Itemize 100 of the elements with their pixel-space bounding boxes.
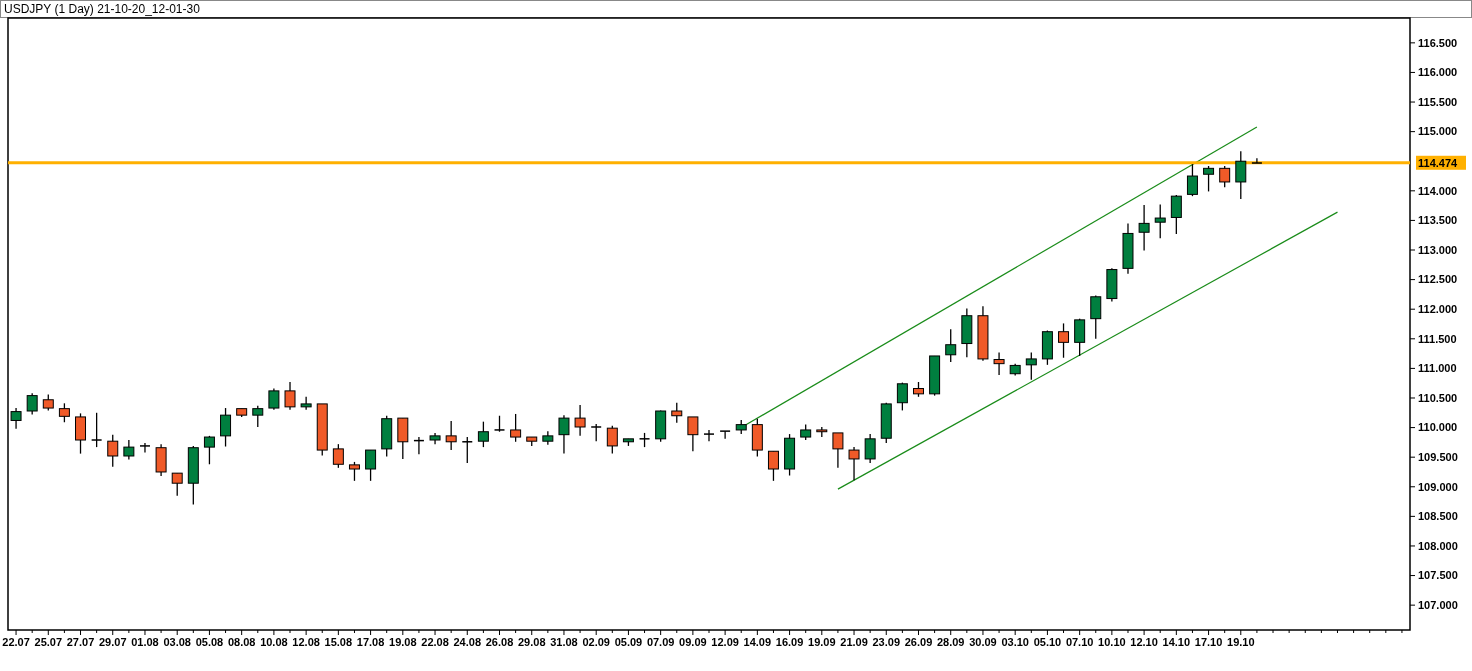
y-tick-label: 116.500	[1418, 36, 1458, 49]
candlestick	[864, 433, 876, 464]
y-tick-label: 108.500	[1418, 510, 1458, 523]
candlestick	[365, 449, 377, 482]
candlestick	[896, 381, 908, 412]
candlestick	[1154, 203, 1166, 239]
y-tick-label: 116.000	[1418, 66, 1458, 79]
x-tick-label: 23.09	[872, 636, 901, 648]
x-tick-label: 07.09	[646, 636, 675, 648]
x-tick-label: 14.09	[743, 636, 772, 648]
candlestick	[252, 405, 264, 428]
candlestick	[1170, 194, 1182, 235]
x-tick-label: 03.08	[163, 636, 191, 648]
x-tick-label: 10.10	[1098, 636, 1126, 648]
candlestick	[1074, 318, 1086, 357]
y-tick-label: 115.500	[1418, 95, 1458, 108]
candlestick	[284, 381, 296, 411]
x-tick-label: 01.08	[131, 636, 159, 648]
x-tick-label: 05.09	[614, 636, 643, 648]
candlestick	[348, 461, 360, 482]
x-tick-label: 31.08	[550, 636, 578, 648]
ref-line-label: 114.474	[1418, 156, 1459, 169]
candlestick	[1058, 322, 1070, 359]
chart-title: USDJPY (1 Day) 21-10-20_12-01-30	[4, 2, 201, 16]
candlestick	[1138, 204, 1150, 252]
y-tick-label: 112.000	[1418, 303, 1458, 316]
candlestick	[1251, 157, 1263, 164]
candlestick	[10, 407, 22, 430]
y-tick-label: 113.000	[1418, 243, 1458, 256]
candlestick	[397, 417, 409, 460]
x-tick-label: 15.08	[324, 636, 353, 648]
candlestick	[510, 413, 522, 443]
y-tick-label: 113.500	[1418, 214, 1458, 227]
y-tick-label: 111.500	[1418, 332, 1457, 345]
x-tick-label: 03.10	[1001, 636, 1029, 648]
candlestick	[107, 434, 119, 468]
candlestick	[300, 396, 312, 411]
x-tick-label: 26.09	[904, 636, 933, 648]
x-tick-label: 08.08	[227, 636, 256, 648]
x-tick-label: 26.08	[485, 636, 514, 648]
candlestick	[1090, 294, 1102, 340]
candlestick	[767, 450, 779, 482]
candlestick	[1219, 165, 1231, 188]
candlestick	[220, 407, 232, 448]
candlestick	[574, 404, 586, 437]
candlestick	[945, 328, 957, 363]
x-tick-label: 17.08	[356, 636, 385, 648]
x-tick-label: 05.08	[195, 636, 224, 648]
candlestick	[461, 436, 474, 464]
candlestick	[445, 420, 457, 451]
y-tick-label: 107.500	[1418, 569, 1458, 582]
candlestick	[123, 439, 135, 461]
candlestick	[90, 412, 103, 448]
x-tick-label: 22.07	[2, 636, 30, 648]
y-tick-label: 112.500	[1418, 273, 1458, 286]
x-tick-label: 09.09	[679, 636, 707, 648]
candlestick	[268, 387, 280, 411]
candlestick	[558, 414, 570, 455]
candlestick	[1025, 351, 1037, 381]
x-tick-label: 19.08	[389, 636, 417, 648]
y-tick-label: 114.000	[1418, 184, 1458, 197]
y-tick-label: 110.500	[1418, 391, 1458, 404]
candlestick	[687, 416, 699, 452]
y-tick-label: 107.000	[1418, 598, 1458, 611]
x-tick-label: 27.07	[66, 636, 95, 648]
x-tick-label: 17.10	[1194, 636, 1223, 648]
candlestick	[1235, 150, 1247, 200]
y-tick-label: 109.500	[1418, 451, 1458, 464]
x-tick-label: 05.10	[1033, 636, 1062, 648]
x-tick-label: 21.09	[840, 636, 868, 648]
candlestick	[671, 402, 683, 424]
candlestick	[139, 442, 151, 454]
x-tick-label: 02.09	[582, 636, 610, 648]
x-tick-label: 19.09	[808, 636, 836, 648]
y-tick-label: 109.000	[1418, 480, 1458, 493]
candlestick	[1203, 165, 1215, 193]
candlestick	[477, 421, 489, 448]
x-tick-label: 16.09	[775, 636, 804, 648]
candlestick	[75, 412, 87, 455]
x-tick-label: 19.10	[1227, 636, 1255, 648]
y-tick-label: 110.000	[1418, 421, 1458, 434]
x-tick-label: 30.09	[969, 636, 997, 648]
x-tick-label: 12.08	[292, 636, 320, 648]
candlestick	[832, 432, 844, 469]
candlestick	[606, 425, 618, 455]
candlestick	[203, 435, 215, 465]
x-tick-label: 28.09	[936, 636, 965, 648]
candlestick	[1186, 163, 1198, 197]
x-tick-label: 22.08	[421, 636, 449, 648]
candlestick	[58, 402, 70, 423]
x-tick-label: 10.08	[260, 636, 288, 648]
candlestick	[719, 430, 731, 440]
candlestick	[171, 472, 183, 497]
x-tick-label: 12.09	[711, 636, 739, 648]
x-tick-label: 29.08	[517, 636, 546, 648]
candlestick	[993, 351, 1005, 376]
x-tick-label: 12.10	[1130, 636, 1158, 648]
y-tick-label: 115.000	[1418, 125, 1458, 138]
y-tick-label: 111.000	[1418, 362, 1457, 375]
candlestick	[848, 446, 860, 481]
